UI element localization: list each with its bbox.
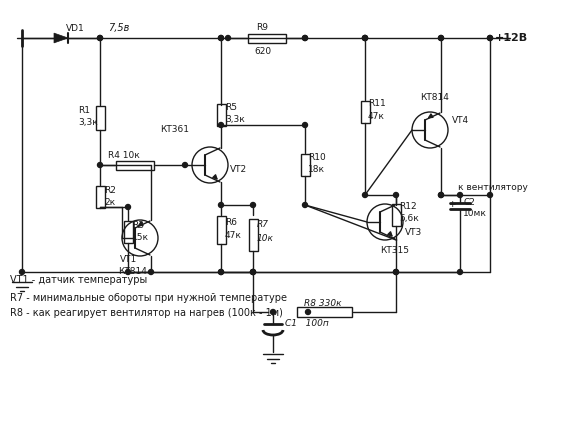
Circle shape bbox=[251, 269, 256, 275]
Bar bbox=[360, 101, 369, 123]
Circle shape bbox=[218, 269, 224, 275]
Bar bbox=[96, 186, 105, 208]
Circle shape bbox=[97, 35, 102, 40]
Text: VD1: VD1 bbox=[66, 23, 84, 32]
Circle shape bbox=[488, 193, 493, 198]
Text: 2к: 2к bbox=[104, 198, 115, 206]
Text: R5: R5 bbox=[225, 102, 237, 112]
Circle shape bbox=[439, 35, 444, 40]
Text: КТ315: КТ315 bbox=[380, 245, 409, 254]
Text: 10мк: 10мк bbox=[463, 209, 487, 218]
Text: VT4: VT4 bbox=[452, 116, 469, 124]
Text: КТ814: КТ814 bbox=[420, 93, 449, 101]
Text: R2: R2 bbox=[104, 186, 116, 194]
Text: VT1 - датчик температуры: VT1 - датчик температуры bbox=[10, 275, 148, 285]
Circle shape bbox=[458, 193, 462, 198]
Circle shape bbox=[97, 35, 102, 40]
Text: R8 - как реагирует вентилятор на нагрев (100к - 1м): R8 - как реагирует вентилятор на нагрев … bbox=[10, 308, 283, 318]
Text: КТ361: КТ361 bbox=[160, 125, 189, 135]
Text: 47к: 47к bbox=[368, 112, 385, 120]
Text: R10: R10 bbox=[308, 152, 326, 162]
Text: R8 330к: R8 330к bbox=[305, 299, 342, 307]
Text: 3,3к: 3,3к bbox=[225, 114, 245, 124]
Circle shape bbox=[458, 269, 462, 275]
Text: 18к: 18к bbox=[308, 164, 325, 174]
Circle shape bbox=[394, 269, 399, 275]
Circle shape bbox=[270, 310, 275, 315]
Text: R6: R6 bbox=[225, 218, 237, 226]
Circle shape bbox=[251, 269, 256, 275]
Text: R9: R9 bbox=[257, 23, 269, 31]
Text: R11: R11 bbox=[368, 98, 386, 108]
Circle shape bbox=[251, 202, 256, 207]
Circle shape bbox=[439, 193, 444, 198]
Circle shape bbox=[251, 269, 256, 275]
Text: C1   100п: C1 100п bbox=[285, 319, 329, 329]
Circle shape bbox=[302, 35, 307, 40]
Text: +12В: +12В bbox=[495, 33, 528, 43]
Circle shape bbox=[363, 35, 368, 40]
Text: КТ814: КТ814 bbox=[118, 268, 147, 276]
Text: VT2: VT2 bbox=[230, 166, 247, 175]
Text: VT1: VT1 bbox=[120, 256, 137, 264]
Text: 47к: 47к bbox=[225, 230, 242, 240]
Bar bbox=[301, 154, 310, 176]
Circle shape bbox=[218, 202, 224, 207]
Text: R3: R3 bbox=[132, 221, 144, 229]
Circle shape bbox=[218, 35, 224, 40]
Circle shape bbox=[363, 193, 368, 198]
Text: R12: R12 bbox=[399, 202, 417, 210]
Text: 5,6к: 5,6к bbox=[399, 214, 419, 222]
Text: C2: C2 bbox=[463, 198, 475, 206]
Polygon shape bbox=[54, 33, 68, 43]
Circle shape bbox=[302, 123, 307, 128]
Circle shape bbox=[20, 269, 25, 275]
Circle shape bbox=[306, 310, 311, 315]
Circle shape bbox=[488, 35, 493, 40]
Circle shape bbox=[218, 35, 224, 40]
Text: R4 10к: R4 10к bbox=[108, 151, 140, 159]
Circle shape bbox=[363, 35, 368, 40]
Circle shape bbox=[302, 35, 307, 40]
Circle shape bbox=[439, 193, 444, 198]
Text: к вентилятору: к вентилятору bbox=[458, 183, 528, 191]
Bar bbox=[116, 160, 154, 170]
Circle shape bbox=[363, 35, 368, 40]
Bar bbox=[391, 204, 400, 226]
Bar bbox=[248, 34, 285, 43]
Text: R7: R7 bbox=[257, 219, 269, 229]
Text: 620: 620 bbox=[254, 47, 271, 55]
Text: 15к: 15к bbox=[132, 233, 149, 241]
Circle shape bbox=[218, 269, 224, 275]
Bar bbox=[217, 216, 226, 244]
Circle shape bbox=[126, 205, 131, 210]
Bar bbox=[248, 219, 257, 251]
Circle shape bbox=[226, 35, 230, 40]
Text: 7,5в: 7,5в bbox=[108, 23, 129, 33]
Circle shape bbox=[394, 193, 399, 198]
Circle shape bbox=[126, 269, 131, 275]
Circle shape bbox=[394, 269, 399, 275]
Circle shape bbox=[488, 35, 493, 40]
Text: R7 - минимальные обороты при нужной температуре: R7 - минимальные обороты при нужной темп… bbox=[10, 293, 287, 303]
Circle shape bbox=[218, 123, 224, 128]
Text: 10к: 10к bbox=[257, 233, 274, 242]
Circle shape bbox=[149, 269, 154, 275]
Bar bbox=[96, 106, 105, 130]
Circle shape bbox=[302, 202, 307, 207]
Text: 3,3к: 3,3к bbox=[78, 117, 98, 127]
Bar bbox=[297, 307, 352, 317]
Circle shape bbox=[182, 163, 187, 167]
Text: +: + bbox=[448, 199, 455, 209]
Bar bbox=[123, 221, 132, 243]
Bar bbox=[217, 104, 226, 126]
Text: R1: R1 bbox=[78, 105, 90, 114]
Circle shape bbox=[439, 35, 444, 40]
Text: VT3: VT3 bbox=[405, 228, 422, 237]
Circle shape bbox=[97, 163, 102, 167]
